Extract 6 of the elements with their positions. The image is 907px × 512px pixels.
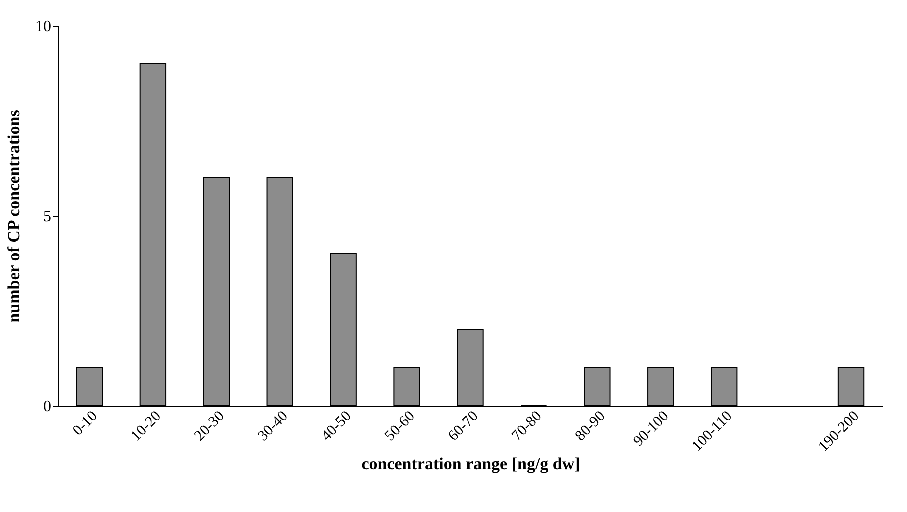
y-tick-label: 0: [44, 398, 52, 416]
y-axis-title: number of CP concentrations: [4, 110, 24, 323]
x-axis-title: concentration range [ng/g dw]: [362, 454, 580, 474]
x-tick-label: 0-10: [70, 408, 102, 440]
y-tick-label: 5: [44, 208, 52, 226]
y-tick-label: 10: [36, 18, 52, 36]
